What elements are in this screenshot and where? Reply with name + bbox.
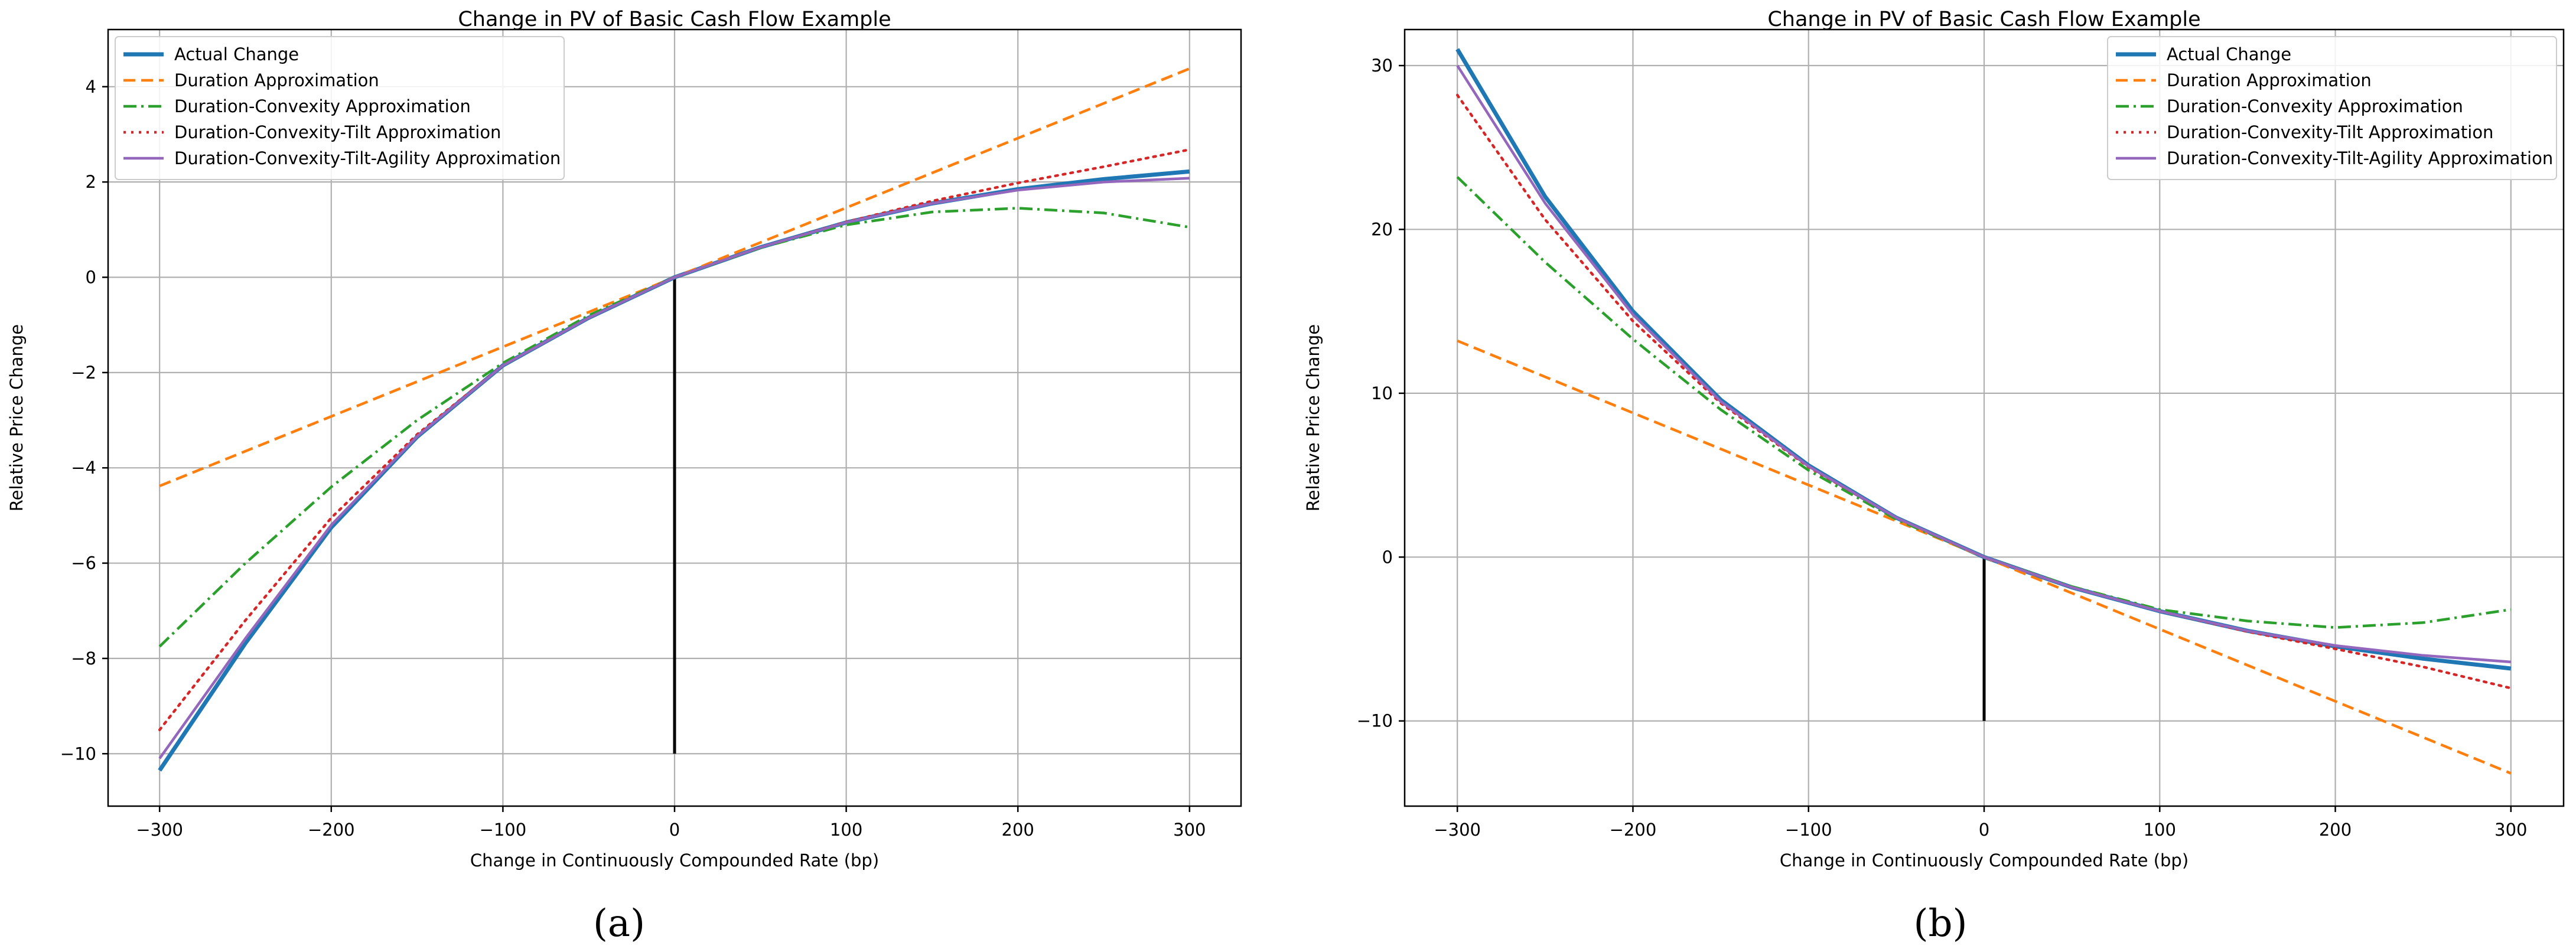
y-tick-label: 20: [1371, 219, 1393, 239]
y-tick-label: −2: [71, 363, 96, 383]
caption-a: (a): [593, 902, 645, 946]
chart-title: Change in PV of Basic Cash Flow Example: [458, 8, 891, 31]
x-axis-label: Change in Continuously Compounded Rate (…: [470, 850, 879, 871]
series-line: [158, 148, 1191, 732]
legend-box: [115, 36, 565, 180]
legend-box: [2107, 36, 2557, 180]
legend-label: Duration-Convexity-Tilt-Agility Approxim…: [174, 148, 561, 168]
x-tick-label: −200: [1610, 820, 1657, 840]
y-axis-label: Relative Price Change: [1303, 324, 1323, 511]
legend-label: Duration Approximation: [174, 70, 379, 90]
x-tick-label: 300: [2494, 820, 2527, 840]
series-group: [1455, 48, 2513, 775]
legend: Actual Change Duration Approximation Durat…: [2107, 36, 2557, 180]
y-tick-label: 2: [86, 172, 96, 192]
x-tick-label: −100: [480, 820, 527, 840]
x-tick-label: 0: [669, 820, 680, 840]
x-tick-label: 200: [2319, 820, 2352, 840]
legend-label: Duration Approximation: [2167, 70, 2372, 90]
y-tick-label: −6: [71, 553, 96, 573]
x-tick-label: 0: [1979, 820, 1989, 840]
x-tick-label: −300: [1434, 820, 1481, 840]
x-axis-label: Change in Continuously Compounded Rate (…: [1780, 850, 2189, 871]
legend-label: Actual Change: [174, 44, 299, 64]
y-axis-label: Relative Price Change: [6, 324, 27, 511]
legend-label: Duration-Convexity Approximation: [2167, 96, 2463, 116]
caption-b: (b): [1914, 902, 1968, 946]
x-tick-label: −200: [308, 820, 355, 840]
legend-label: Duration-Convexity-Tilt Approximation: [2167, 122, 2493, 142]
x-tick-label: 100: [830, 820, 862, 840]
y-tick-label: 30: [1371, 56, 1393, 76]
legend-label: Actual Change: [2167, 44, 2291, 64]
x-tick-label: −100: [1785, 820, 1832, 840]
y-tick-label: −4: [71, 458, 96, 478]
y-tick-label: −8: [71, 648, 96, 669]
y-tick-label: 0: [86, 268, 96, 288]
y-tick-label: −10: [60, 744, 96, 764]
y-tick-label: −10: [1357, 711, 1393, 731]
series-line: [158, 177, 1190, 759]
x-tick-label: 200: [1002, 820, 1034, 840]
x-tick-label: −300: [136, 820, 183, 840]
legend: Actual Change Duration Approximation Durat…: [115, 36, 565, 180]
y-tick-label: 4: [86, 77, 96, 97]
x-tick-label: 100: [2144, 820, 2176, 840]
legend-label: Duration-Convexity-Tilt Approximation: [174, 122, 501, 142]
chart-a: −300 −200 −100 0 100 200 300 −10 −8 −6 −4 −2 0 2 4 Chan…: [6, 8, 1242, 871]
series-group: [158, 67, 1191, 772]
y-tick-label: 10: [1371, 383, 1393, 403]
chart-title: Change in PV of Basic Cash Flow Example: [1767, 8, 2200, 31]
series-line: [1456, 64, 2511, 664]
y-tick-label: 0: [1382, 547, 1393, 567]
legend-label: Duration-Convexity-Tilt-Agility Approxim…: [2167, 148, 2553, 168]
x-tick-label: 300: [1173, 820, 1206, 840]
legend-label: Duration-Convexity Approximation: [174, 96, 471, 116]
